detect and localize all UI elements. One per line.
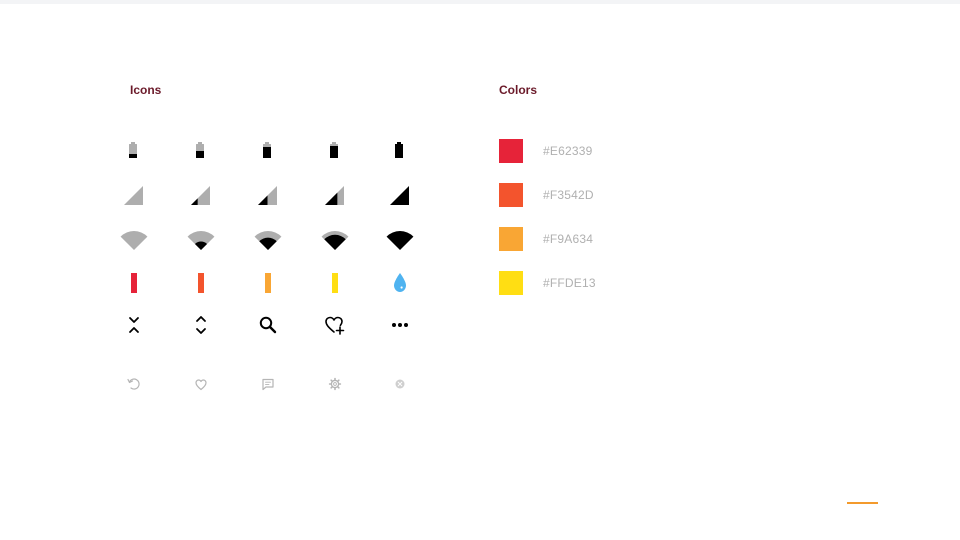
signal-full-icon bbox=[385, 180, 415, 210]
battery-full-icon bbox=[385, 136, 415, 166]
signal-0-icon bbox=[119, 180, 149, 210]
top-strip bbox=[0, 0, 960, 4]
battery-25-icon bbox=[119, 136, 149, 166]
color-swatch bbox=[499, 271, 523, 295]
level-orange-icon bbox=[186, 268, 216, 298]
wifi-0-icon bbox=[119, 224, 149, 254]
comment-icon bbox=[253, 369, 283, 399]
search-icon bbox=[253, 310, 283, 340]
color-hex-label: #E62339 bbox=[543, 144, 593, 158]
heart-add-icon bbox=[320, 310, 350, 340]
refresh-icon bbox=[119, 369, 149, 399]
wifi-2-icon bbox=[253, 224, 283, 254]
wifi-full-icon bbox=[385, 224, 415, 254]
color-row: #F3542D bbox=[499, 183, 699, 207]
battery-75-icon bbox=[253, 136, 283, 166]
color-row: #FFDE13 bbox=[499, 271, 699, 295]
signal-1-icon bbox=[186, 180, 216, 210]
more-icon bbox=[385, 310, 415, 340]
level-red-icon bbox=[119, 268, 149, 298]
icons-section-title: Icons bbox=[130, 83, 162, 97]
color-hex-label: #FFDE13 bbox=[543, 276, 596, 290]
color-swatch bbox=[499, 139, 523, 163]
gear-icon bbox=[320, 369, 350, 399]
wifi-3-icon bbox=[320, 224, 350, 254]
collapse-icon bbox=[119, 310, 149, 340]
color-hex-label: #F9A634 bbox=[543, 232, 594, 246]
close-circle-icon bbox=[385, 369, 415, 399]
color-swatch bbox=[499, 183, 523, 207]
water-drop-icon bbox=[385, 268, 415, 298]
heart-outline-icon bbox=[186, 369, 216, 399]
expand-icon bbox=[186, 310, 216, 340]
signal-2-icon bbox=[253, 180, 283, 210]
color-row: #F9A634 bbox=[499, 227, 699, 251]
level-yellow-icon bbox=[320, 268, 350, 298]
battery-50-icon bbox=[186, 136, 216, 166]
wifi-1-icon bbox=[186, 224, 216, 254]
accent-line bbox=[847, 502, 878, 504]
colors-section-title: Colors bbox=[499, 83, 538, 97]
color-swatch bbox=[499, 227, 523, 251]
signal-3-icon bbox=[320, 180, 350, 210]
color-row: #E62339 bbox=[499, 139, 699, 163]
level-amber-icon bbox=[253, 268, 283, 298]
color-hex-label: #F3542D bbox=[543, 188, 594, 202]
battery-85-icon bbox=[320, 136, 350, 166]
